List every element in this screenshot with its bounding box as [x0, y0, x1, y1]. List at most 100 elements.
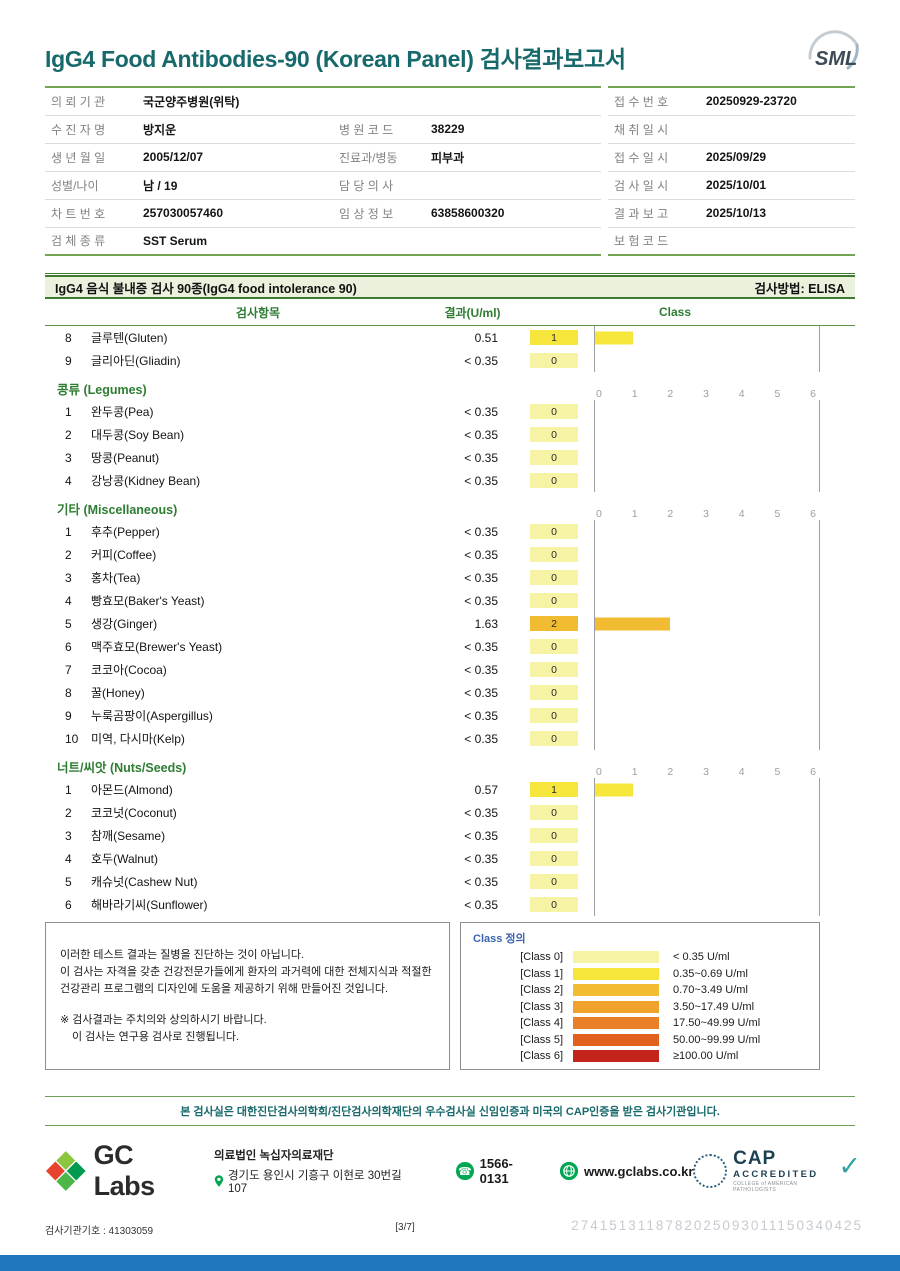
result-bar-chart — [594, 801, 820, 824]
legend-color-swatch — [573, 1017, 659, 1030]
gc-labs-logo: GC Labs — [45, 1140, 200, 1202]
legend-color-swatch — [573, 1033, 659, 1046]
info-label: 채 취 일 시 — [608, 115, 700, 144]
result-bar-chart — [594, 446, 820, 469]
item-name: 글루텐(Gluten) — [91, 331, 168, 345]
cap-text: CAP ACCREDITED COLLEGE of AMERICAN PATHO… — [733, 1149, 841, 1193]
class-chip: 0 — [530, 353, 578, 368]
class-chip: 2 — [530, 616, 578, 631]
class-chip-cell: 0 — [530, 524, 578, 539]
scale-tick: 4 — [738, 766, 745, 778]
result-value: < 0.35 — [464, 805, 498, 820]
result-value: < 0.35 — [464, 404, 498, 419]
info-label: 검 체 종 류 — [51, 234, 106, 249]
info-row: 채 취 일 시 — [608, 115, 855, 144]
info-label: 보 험 코 드 — [614, 234, 669, 249]
class-chip-cell: 0 — [530, 570, 578, 585]
row-number: 5 — [65, 616, 72, 631]
result-row: 3 참깨(Sesame) < 0.35 0 — [45, 824, 855, 847]
contact-block: ☎ 1566-0131 www.gclabs.co.kr — [456, 1156, 693, 1186]
info-value: 20250929-23720 — [700, 87, 855, 116]
address-line: 경기도 용인시 기흥구 이현로 30번길 107 — [214, 1167, 422, 1195]
cap-check-icon: ✓ — [838, 1150, 862, 1181]
legend-range: < 0.35 U/ml — [673, 951, 730, 964]
column-header-result: 결과(U/ml) — [444, 305, 501, 320]
row-number: 9 — [65, 708, 72, 723]
info-row: 생 년 월 일 2005/12/07 진료과/병동 피부과 — [45, 143, 601, 172]
scale-tick: 6 — [810, 508, 816, 520]
result-bar-chart — [594, 589, 820, 612]
class-chip: 1 — [530, 782, 578, 797]
result-bar-chart — [594, 824, 820, 847]
scale-tick: 2 — [667, 508, 674, 520]
legend-row: [Class 3] 3.50~17.49 U/ml — [473, 999, 807, 1016]
row-number: 4 — [65, 473, 72, 488]
info-value: 257030057460 — [137, 199, 333, 228]
result-bar-chart — [594, 543, 820, 566]
class-chip: 0 — [530, 708, 578, 723]
scale-tick: 4 — [738, 508, 745, 520]
item-name: 글리아딘(Gliadin) — [91, 354, 181, 368]
result-bar-chart — [594, 349, 820, 372]
class-chip-cell: 1 — [530, 782, 578, 797]
class-chip-cell: 0 — [530, 828, 578, 843]
scale-tick: 0 — [596, 766, 602, 778]
result-value: < 0.35 — [464, 828, 498, 843]
legend-row: [Class 5] 50.00~99.99 U/ml — [473, 1032, 807, 1049]
legend-range: ≥100.00 U/ml — [673, 1050, 739, 1063]
sml-logo: SML — [802, 26, 864, 76]
class-chip-cell: 0 — [530, 685, 578, 700]
class-chip: 0 — [530, 805, 578, 820]
class-chip: 0 — [530, 427, 578, 442]
info-label: 수 진 자 명 — [45, 115, 137, 144]
class-chip: 0 — [530, 450, 578, 465]
phone-contact: ☎ 1566-0131 — [456, 1156, 540, 1186]
page-number: [3/7] — [395, 1222, 415, 1233]
info-label: 병 원 코 드 — [333, 115, 425, 144]
info-value: 방지운 — [137, 115, 333, 144]
disclaimer-text: 이러한 테스트 결과는 질병을 진단하는 것이 아닙니다. — [60, 949, 305, 961]
item-name: 강낭콩(Kidney Bean) — [91, 474, 201, 488]
scale-tick: 1 — [631, 766, 638, 778]
row-number: 1 — [65, 404, 72, 419]
info-value: 38229 — [425, 115, 601, 144]
class-chip-cell: 2 — [530, 616, 578, 631]
scale-tick: 5 — [774, 508, 781, 520]
section-title: 콩류 (Legumes) — [57, 383, 147, 397]
row-number: 9 — [65, 353, 72, 368]
org-code: 검사기관기호 : 41303059 — [45, 1226, 154, 1237]
result-bar-chart — [594, 400, 820, 423]
section-title: 너트/씨앗 (Nuts/Seeds) — [57, 761, 187, 775]
disclaimer-box: 이러한 테스트 결과는 질병을 진단하는 것이 아닙니다. 이 검사는 자격을 … — [45, 922, 450, 1070]
legend-range: 0.35~0.69 U/ml — [673, 967, 748, 980]
class-chip: 0 — [530, 547, 578, 562]
result-bar-chart — [594, 847, 820, 870]
result-value: < 0.35 — [464, 685, 498, 700]
results-section: IgG4 음식 불내증 검사 90종(IgG4 food intolerance… — [45, 273, 855, 916]
result-value: 0.51 — [474, 330, 498, 345]
result-bar-chart — [594, 727, 820, 750]
result-row: 8 꿀(Honey) < 0.35 0 — [45, 681, 855, 704]
address: 경기도 용인시 기흥구 이현로 30번길 107 — [227, 1170, 402, 1195]
scale-tick: 5 — [774, 388, 781, 400]
report-header: IgG4 Food Antibodies-90 (Korean Panel) 검… — [0, 0, 900, 84]
info-value: 2025/09/29 — [700, 143, 855, 172]
row-number: 3 — [65, 570, 72, 585]
legend-title: Class 정의 — [473, 933, 526, 945]
scale-tick: 5 — [774, 766, 781, 778]
result-row: 3 땅콩(Peanut) < 0.35 0 — [45, 446, 855, 469]
result-bar-chart — [594, 704, 820, 727]
result-value: 1.63 — [474, 616, 498, 631]
result-row: 1 완두콩(Pea) < 0.35 0 — [45, 400, 855, 423]
cap-accredited-logo: CAP ACCREDITED COLLEGE of AMERICAN PATHO… — [693, 1149, 861, 1193]
result-bar-chart — [594, 870, 820, 893]
info-value: 2025/10/01 — [700, 171, 855, 200]
row-number: 1 — [65, 524, 72, 539]
org-block: 의료법인 녹십자의료재단 경기도 용인시 기흥구 이현로 30번길 107 — [214, 1147, 422, 1195]
scale-tick: 0 — [596, 508, 602, 520]
patient-info-left-table: 의 뢰 기 관 국군양주병원(위탁) 수 진 자 명 방지운 병 원 코 드 3… — [45, 86, 601, 256]
results-method: 검사방법: ELISA — [754, 281, 845, 296]
class-legend-box: Class 정의 [Class 0] < 0.35 U/ml [Class 1] 0.… — [460, 922, 820, 1070]
info-row: 의 뢰 기 관 국군양주병원(위탁) — [45, 87, 601, 116]
gc-labs-wordmark: GC Labs — [93, 1140, 156, 1201]
